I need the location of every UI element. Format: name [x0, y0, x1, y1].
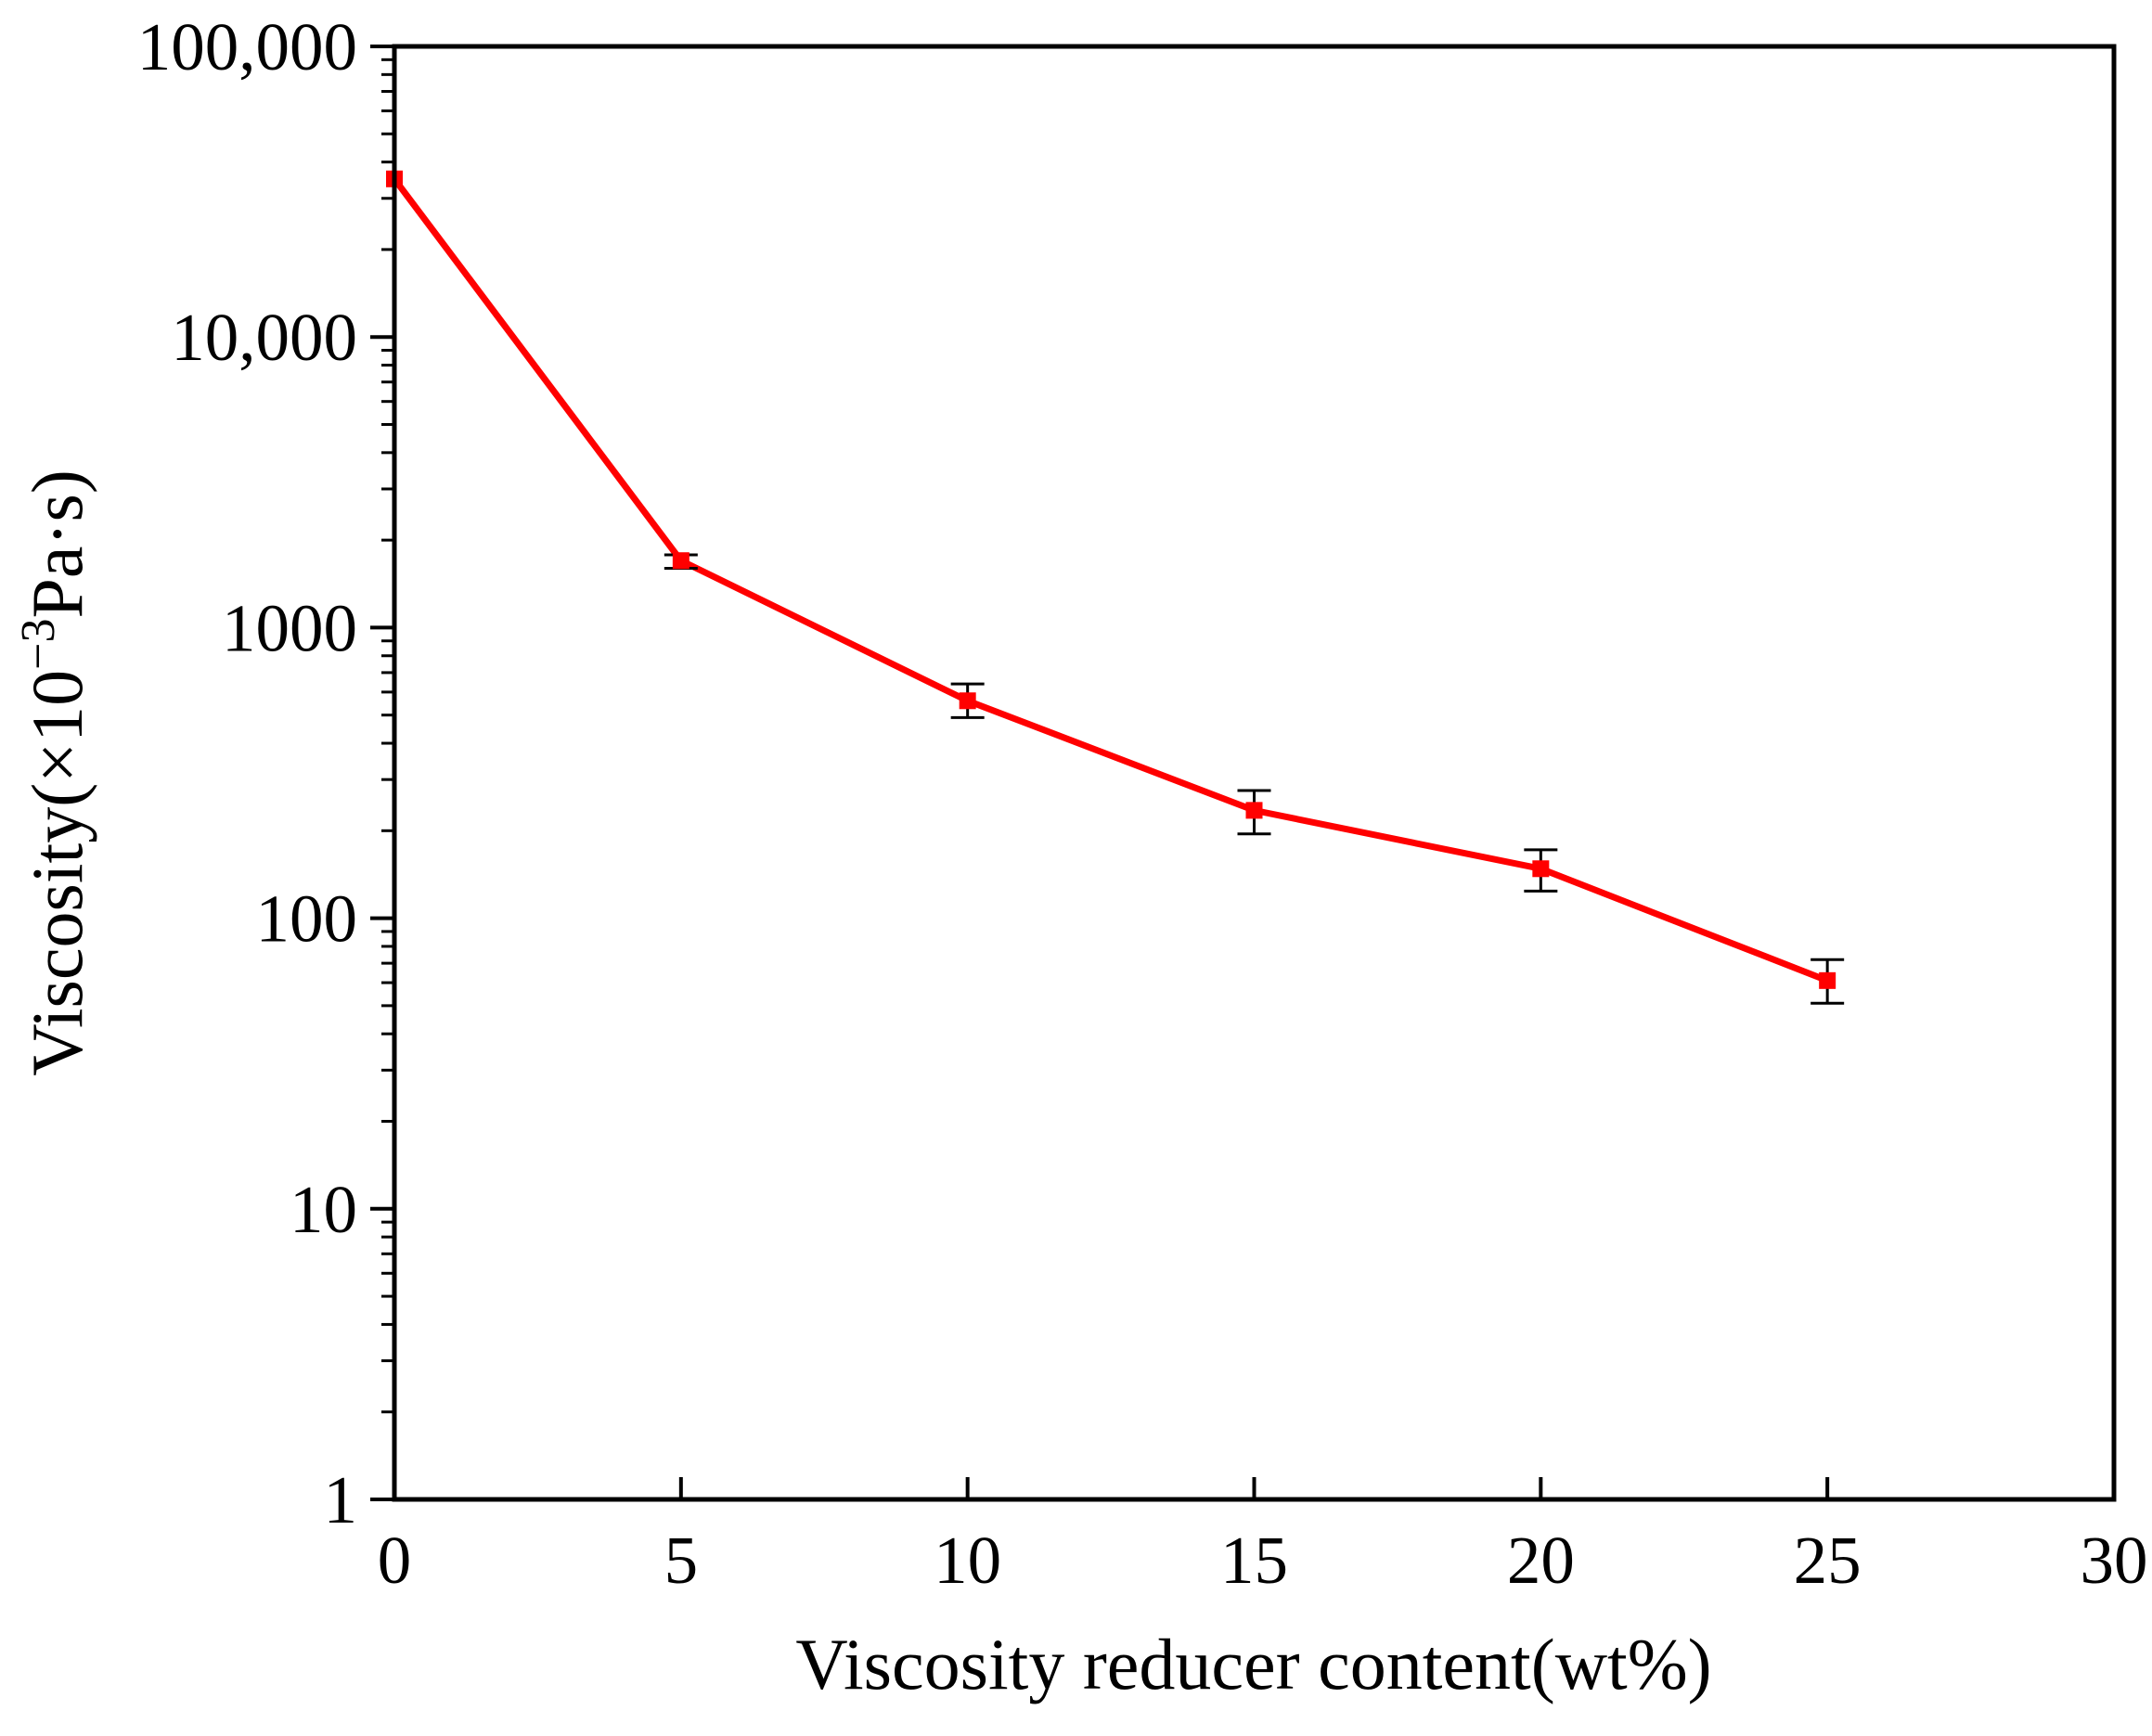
y-tick-label: 100,000	[137, 9, 357, 84]
x-tick-label: 0	[378, 1523, 412, 1598]
data-series	[386, 170, 1845, 1005]
data-point	[672, 552, 689, 570]
y-axis-title-exponent: −3	[12, 619, 65, 670]
data-point	[1245, 802, 1263, 819]
data-point	[959, 692, 976, 710]
x-tick-label: 20	[1507, 1523, 1575, 1598]
data-point	[1819, 971, 1836, 989]
y-axis-title-prefix: Viscosity(×10	[17, 670, 97, 1076]
x-tick-label: 15	[1220, 1523, 1288, 1598]
x-tick-label: 30	[2081, 1523, 2148, 1598]
y-axis-title: Viscosity(×10−3Pa·s)	[12, 469, 97, 1076]
x-tick-label: 25	[1794, 1523, 1862, 1598]
y-tick-label: 10	[290, 1172, 357, 1247]
y-tick-label: 1000	[222, 590, 357, 665]
data-point	[1532, 860, 1550, 878]
series-line	[392, 176, 1829, 984]
y-axis-title-suffix: Pa·s)	[17, 469, 97, 618]
x-axis-title: Viscosity reducer content(wt%)	[795, 1624, 1711, 1704]
y-tick-label: 100	[256, 881, 358, 957]
x-tick-label: 5	[664, 1523, 699, 1598]
plot-frame	[392, 44, 2117, 1502]
tick-labels: 0 5 10 15 20 25 30 1 10 100 1000 10,000 100,000	[137, 9, 2148, 1598]
axis-ticks	[370, 45, 2116, 1501]
y-tick-label: 10,000	[171, 300, 357, 375]
x-tick-label: 10	[934, 1523, 1001, 1598]
y-tick-label: 1	[324, 1462, 358, 1537]
